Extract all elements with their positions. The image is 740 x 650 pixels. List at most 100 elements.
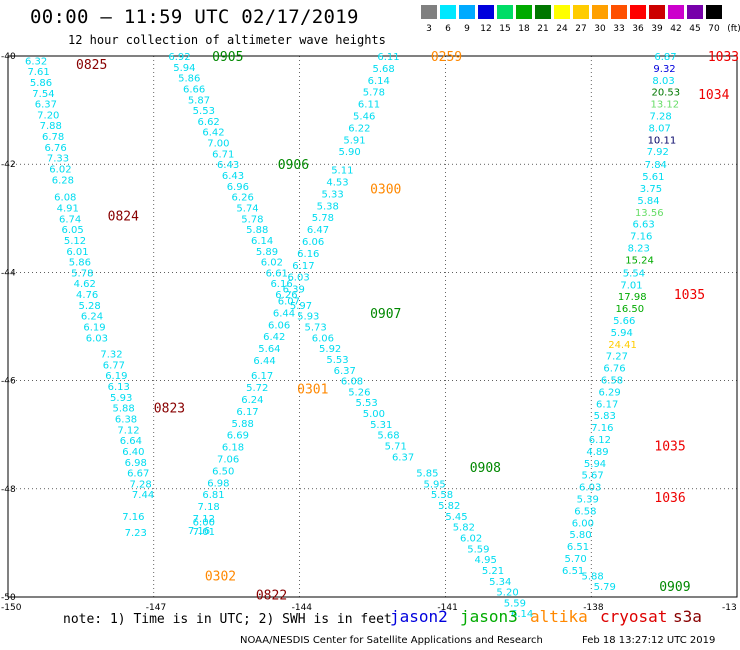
wave-height-value: 5.88 <box>246 225 268 236</box>
pass-time-label: 1035 <box>674 288 705 303</box>
legend-swatch <box>592 5 608 19</box>
wave-height-value: 7.00 <box>207 139 229 150</box>
wave-height-value: 5.28 <box>78 301 100 312</box>
pass-time-label: 0259 <box>431 50 462 65</box>
wave-height-value: 5.82 <box>438 501 460 512</box>
legend-label: 12 <box>480 24 492 34</box>
map-frame <box>7 55 738 598</box>
legend-label: 45 <box>689 24 701 34</box>
wave-height-value: 7.54 <box>32 89 54 100</box>
wave-height-value: 5.71 <box>385 442 407 453</box>
wave-height-value: 5.74 <box>236 203 258 214</box>
wave-height-value: 5.90 <box>338 147 360 158</box>
wave-height-value: 7.61 <box>27 67 49 78</box>
credit-line: NOAA/NESDIS Center for Satellite Applica… <box>240 635 543 646</box>
wave-height-value: 6.17 <box>251 371 273 382</box>
pass-time-label: 0822 <box>256 588 287 603</box>
mission-jason3: jason3 <box>460 607 518 626</box>
wave-height-value: 5.88 <box>232 419 254 430</box>
wave-height-value: 5.53 <box>326 355 348 366</box>
pass-time-label: 0300 <box>370 183 401 198</box>
wave-height-value: 5.45 <box>445 512 467 523</box>
wave-height-value: 5.82 <box>453 523 475 534</box>
wave-height-value: 6.06 <box>268 320 290 331</box>
legend-label: 6 <box>445 24 451 34</box>
legend-label: 30 <box>594 24 606 34</box>
wave-height-value: 5.53 <box>193 106 215 117</box>
wave-height-value: 6.08 <box>54 193 76 204</box>
wave-height-value: 5.46 <box>353 112 375 123</box>
pass-time-label: 1035 <box>654 440 685 455</box>
wave-height-value: 6.14 <box>368 76 390 87</box>
wave-height-value: 6.76 <box>44 143 66 154</box>
wave-height-value: 5.84 <box>637 196 659 207</box>
legend-swatch <box>687 5 703 19</box>
wave-height-value: 7.06 <box>217 455 239 466</box>
axis-tick-label-lon: -13 <box>722 603 737 613</box>
wave-height-value: 6.37 <box>35 100 57 111</box>
wave-height-value: 6.01 <box>66 247 88 258</box>
wave-height-value: 7.44 <box>132 490 154 501</box>
wave-height-value: 6.39 <box>283 285 305 296</box>
mission-altika: altika <box>530 607 588 626</box>
wave-height-value: 7.88 <box>40 121 62 132</box>
wave-height-points: 6.327.615.867.546.377.207.886.786.767.33… <box>25 52 680 620</box>
wave-height-value: 5.97 <box>290 301 312 312</box>
wave-height-value: 6.98 <box>207 478 229 489</box>
wave-height-value: 7.16 <box>122 512 144 523</box>
wave-height-value: 5.38 <box>317 201 339 212</box>
wave-height-value: 4.76 <box>76 290 98 301</box>
pass-time-label: 1033 <box>708 50 739 65</box>
pass-time-label: 1034 <box>698 88 729 103</box>
legend-swatch <box>535 5 551 19</box>
wave-height-value: 6.63 <box>633 220 655 231</box>
legend-swatch <box>478 5 494 19</box>
wave-height-value: 7.92 <box>647 147 669 158</box>
wave-height-value: 6.92 <box>168 52 190 63</box>
wave-height-value: 6.26 <box>232 193 254 204</box>
wave-height-value: 5.79 <box>594 582 616 593</box>
wave-height-value: 4.95 <box>475 555 497 566</box>
wave-height-value: 6.17 <box>596 399 618 410</box>
wave-height-value: 5.12 <box>64 236 86 247</box>
wave-height-value: 5.88 <box>112 404 134 415</box>
axis-tick-label-lat: -44 <box>1 268 16 278</box>
wave-height-value: 6.43 <box>222 171 244 182</box>
wave-height-value: 5.31 <box>370 420 392 431</box>
legend-swatch <box>573 5 589 19</box>
wave-height-value: 5.54 <box>623 268 645 279</box>
axis-tick-label-lat: -40 <box>1 52 16 62</box>
wave-height-value: 5.86 <box>30 78 52 89</box>
wave-height-value: 5.93 <box>297 312 319 323</box>
axis-tick-label-lon: -144 <box>292 603 313 613</box>
wave-height-value: 6.17 <box>292 261 314 272</box>
wave-height-value: 6.96 <box>227 182 249 193</box>
wave-height-value: 6.61 <box>266 268 288 279</box>
wave-height-value: 5.78 <box>241 214 263 225</box>
wave-height-value: 5.72 <box>246 383 268 394</box>
pass-time-label: 0909 <box>659 580 690 595</box>
legend-label: 36 <box>632 24 644 34</box>
wave-height-value: 5.87 <box>188 95 210 106</box>
wave-height-value: 5.59 <box>504 598 526 609</box>
mission-s3a: s3a <box>673 607 702 626</box>
wave-height-value: 6.71 <box>212 149 234 160</box>
legend-label: 24 <box>556 24 568 34</box>
legend-label: 9 <box>464 24 470 34</box>
wave-height-value: 5.70 <box>564 554 586 565</box>
mission-cryosat: cryosat <box>600 607 668 626</box>
wave-height-value: 17.98 <box>618 292 647 303</box>
wave-height-value: 13.12 <box>650 100 679 111</box>
wave-height-value: 6.17 <box>236 407 258 418</box>
pass-time-label: 0906 <box>278 158 309 173</box>
wave-height-value: 6.62 <box>198 117 220 128</box>
wave-height-value: 6.03 <box>287 273 309 284</box>
wave-height-value: 7.12 <box>117 425 139 436</box>
legend-label: 21 <box>537 24 549 34</box>
wave-height-value: 4.89 <box>586 447 608 458</box>
pass-time-label: 0907 <box>370 307 401 322</box>
wave-height-value: 4.53 <box>326 178 348 189</box>
legend-swatch <box>554 5 570 19</box>
wave-height-value: 6.24 <box>81 312 103 323</box>
